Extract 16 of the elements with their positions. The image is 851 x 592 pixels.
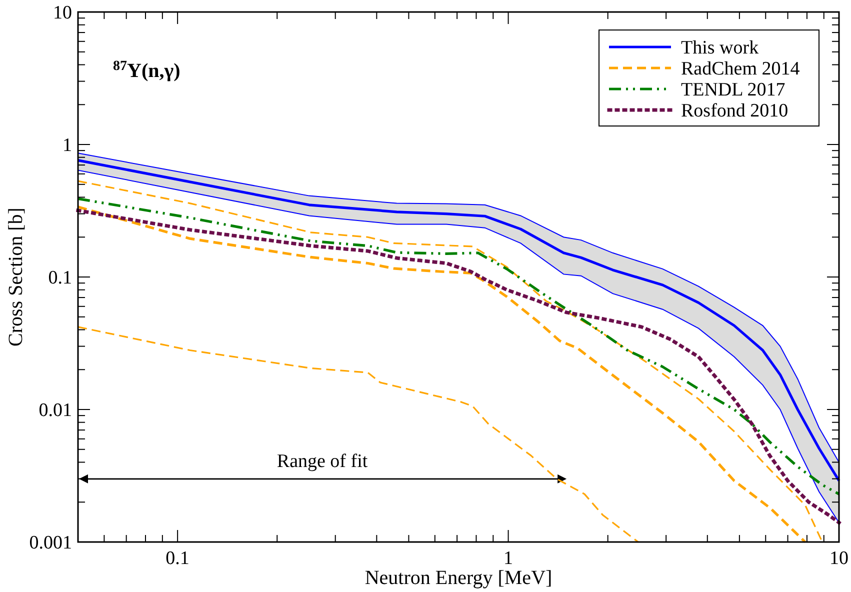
- y-tick-label: 1: [62, 135, 72, 156]
- y-tick-label: 0.01: [38, 400, 72, 422]
- text: $^{87}$Y(n,γ): [113, 58, 180, 82]
- y-tick-label: 0.001: [29, 532, 72, 554]
- legend-label: RadChem 2014: [681, 58, 800, 80]
- x-axis-title: Neutron Energy [MeV]: [364, 567, 552, 589]
- y-axis-title: Cross Section [b]: [5, 208, 27, 346]
- legend-label: This work: [681, 38, 760, 59]
- x-tick-label: 0.1: [166, 548, 190, 569]
- y-tick-label: 0.1: [48, 268, 72, 289]
- legend-label: Rosfond 2010: [681, 100, 788, 122]
- legend-label: TENDL 2017: [681, 80, 786, 101]
- y-tick-label: 10: [53, 2, 72, 24]
- annotation: Range of fit: [276, 450, 368, 472]
- x-tick-label: 10: [830, 548, 848, 569]
- x-tick-label: 1: [504, 548, 514, 569]
